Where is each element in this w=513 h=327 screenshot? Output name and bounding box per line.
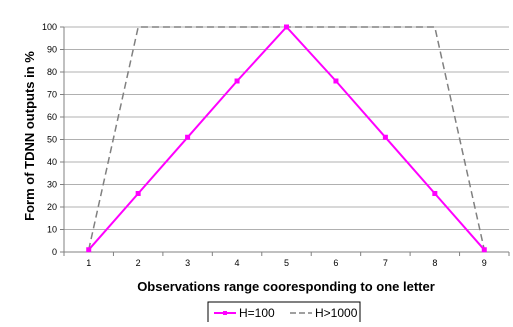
y-tick-label: 80 [47, 67, 57, 77]
x-tick-label: 6 [333, 258, 338, 268]
data-point-marker [382, 134, 388, 140]
tick-labels: 0 10 20 30 40 50 60 70 80 90 100 1 2 3 4 5 6 7 8 9 [42, 22, 487, 268]
data-point-marker [185, 134, 191, 140]
x-tick-label: 7 [383, 258, 388, 268]
x-tick-label: 5 [284, 258, 289, 268]
x-tick-label: 9 [482, 258, 487, 268]
data-point-marker [481, 247, 487, 253]
legend-label-h100: H=100 [239, 306, 275, 320]
legend-label-h1000: H>1000 [315, 306, 358, 320]
data-point-marker [86, 247, 92, 253]
data-point-marker [234, 78, 240, 84]
y-tick-label: 0 [52, 247, 57, 257]
y-tick-label: 70 [47, 90, 57, 100]
x-tick-label: 1 [86, 258, 91, 268]
x-tick-label: 4 [235, 258, 240, 268]
x-tick-label: 2 [136, 258, 141, 268]
y-tick-label: 60 [47, 112, 57, 122]
y-tick-label: 90 [47, 45, 57, 55]
x-tick-label: 8 [432, 258, 437, 268]
data-point-marker [135, 191, 141, 196]
y-tick-label: 30 [47, 180, 57, 190]
y-tick-label: 10 [47, 225, 57, 235]
y-tick-label: 100 [42, 22, 57, 32]
y-axis-title: Form of TDNN outputs in % [22, 51, 37, 221]
data-point-marker [432, 191, 438, 196]
x-tick-label: 3 [185, 258, 190, 268]
axes [60, 26, 510, 256]
series-lines [86, 24, 487, 253]
y-tick-label: 40 [47, 157, 57, 167]
legend-marker-h100 [223, 311, 227, 315]
data-point-marker [333, 78, 339, 84]
grid-lines [64, 26, 509, 230]
legend: H=100 H>1000 [207, 301, 361, 325]
data-point-marker [284, 24, 289, 30]
x-axis-title: Observations range cooresponding to one … [137, 279, 435, 294]
y-tick-label: 50 [47, 135, 57, 145]
y-tick-label: 20 [47, 202, 57, 212]
